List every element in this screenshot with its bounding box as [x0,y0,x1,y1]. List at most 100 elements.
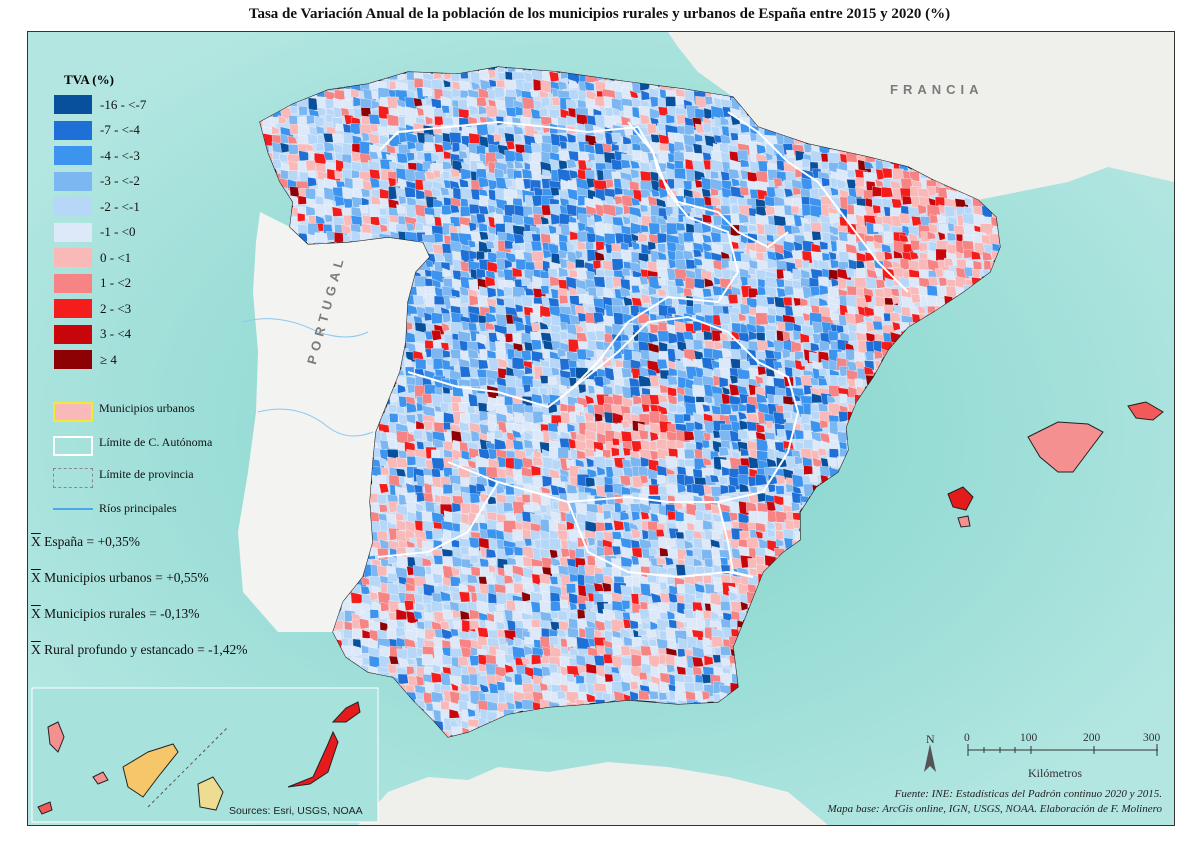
municipality-cell [369,123,379,133]
municipality-cell [432,169,441,179]
municipality-cell [487,69,497,79]
municipality-cell [737,149,749,162]
municipality-cell [505,106,517,118]
municipality-cell [612,107,621,117]
municipality-cell [595,132,605,142]
municipality-cell [541,97,550,107]
municipality-cell [611,243,622,253]
municipality-cell [360,188,371,198]
municipality-cell [593,312,605,324]
municipality-cell [379,207,388,216]
municipality-cell [287,170,298,182]
municipality-cell [710,187,719,196]
municipality-cell [332,133,344,143]
municipality-cell [594,96,606,108]
municipality-cell [442,483,453,495]
municipality-cell [396,152,408,164]
municipality-cell [513,411,524,423]
municipality-cell [674,278,685,287]
municipality-cell [395,457,409,468]
municipality-cell [476,250,485,261]
municipality-cell [568,78,578,89]
municipality-cell [776,474,786,486]
municipality-cell [575,258,586,269]
municipality-cell [431,449,440,459]
municipality-cell [621,367,632,379]
municipality-cell [595,521,606,532]
municipality-cell [854,177,865,188]
municipality-cell [674,413,685,424]
municipality-cell [719,403,732,415]
municipality-cell [425,170,436,180]
municipality-cell [521,494,531,504]
municipality-cell [718,376,729,388]
municipality-cell [898,212,911,224]
municipality-cell [946,189,958,200]
municipality-cell [396,204,406,214]
municipality-cell [369,591,379,601]
municipality-cell [712,285,724,296]
municipality-cell [547,376,558,385]
municipality-cell [775,485,785,495]
municipality-cell [928,276,939,287]
municipality-cell [520,295,534,307]
municipality-cell [540,285,550,295]
municipality-cell [575,250,583,260]
municipality-cell [639,114,650,125]
municipality-cell [864,160,874,169]
municipality-cell [422,161,431,170]
municipality-cell [667,474,678,484]
municipality-cell [785,149,795,159]
municipality-cell [314,204,326,216]
municipality-cell [694,133,703,143]
municipality-cell [658,187,668,199]
municipality-cell [783,297,793,306]
municipality-cell [566,242,575,253]
municipality-cell [971,268,981,279]
municipality-cell [307,177,317,187]
municipality-cell [764,330,776,342]
municipality-cell [684,144,694,153]
municipality-cell [783,188,794,198]
municipality-cell [576,133,586,142]
municipality-cell [683,180,692,191]
municipality-cell [665,537,676,547]
municipality-cell [740,303,751,315]
municipality-cell [710,231,723,243]
municipality-cell [872,320,884,331]
municipality-cell [477,359,489,370]
municipality-cell [478,376,487,387]
municipality-cell [495,116,504,126]
municipality-cell [368,151,379,160]
municipality-cell [604,483,614,493]
municipality-cell [801,158,811,169]
municipality-cell [559,141,567,150]
municipality-cell [846,169,856,179]
municipality-cell [495,304,507,316]
municipality-cell [486,402,495,412]
municipality-cell [755,252,765,262]
municipality-cell [306,115,315,125]
municipality-cell [584,295,595,305]
municipality-cell [737,464,749,477]
municipality-cell [315,142,325,152]
municipality-cell [721,196,732,207]
municipality-cell [665,456,678,468]
municipality-cell [406,456,418,466]
municipality-cell [287,160,299,171]
municipality-cell [424,142,434,151]
municipality-cell [656,474,666,485]
municipality-cell [297,195,307,205]
municipality-cell [430,98,442,110]
municipality-cell [313,115,325,128]
municipality-cell [458,150,468,160]
municipality-cell [692,232,704,244]
municipality-cell [720,116,730,126]
municipality-cell [414,222,424,231]
municipality-cell [683,242,693,252]
municipality-cell [424,134,435,144]
municipality-cell [334,89,345,101]
municipality-cell [505,161,515,170]
municipality-cell [775,278,785,288]
municipality-cell [818,367,828,377]
